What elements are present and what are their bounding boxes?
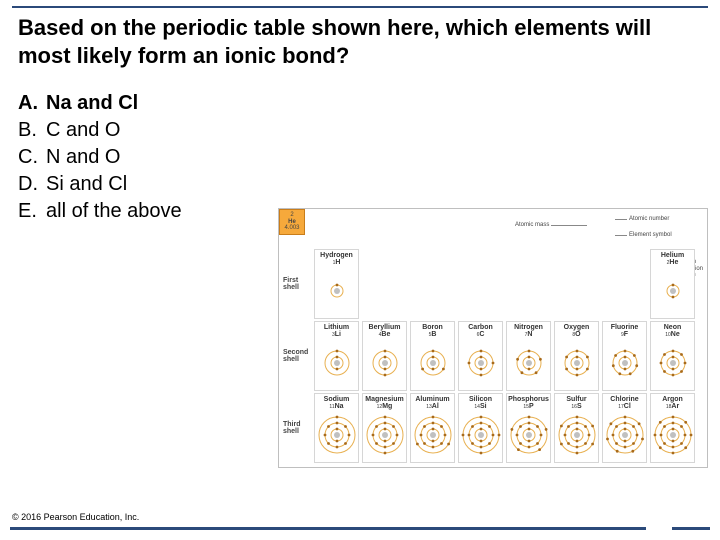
periodic-table-figure: 2 He 4.003 Atomic number Element symbol … [278,208,708,468]
copyright-text: © 2016 Pearson Education, Inc. [12,512,139,522]
element-name: Nitrogen7N [507,324,550,339]
electron-diagram-icon [411,341,454,385]
electron-diagram-icon [603,413,646,457]
element-cell-h: Hydrogen1H [314,249,359,319]
element-cell-n: Nitrogen7N [506,321,551,391]
electron-diagram-icon [651,269,694,313]
legend-label-number: Atomic number [629,216,669,222]
element-cell-li: Lithium3Li [314,321,359,391]
electron-diagram-icon [315,269,358,313]
answer-letter: E. [18,200,46,223]
element-name: Hydrogen1H [315,252,358,267]
legend-number: 2 [280,212,304,219]
bottom-rule [10,527,710,530]
element-name: Sulfur16S [555,396,598,411]
element-cell-he: Helium2He [650,249,695,319]
answer-text: Na and Cl [46,92,138,114]
answer-letter: D. [18,173,46,196]
element-cell-si: Silicon14Si [458,393,503,463]
element-cell-f: Fluorine9F [602,321,647,391]
element-name: Oxygen8O [555,324,598,339]
element-cell-al: Aluminum13Al [410,393,455,463]
electron-diagram-icon [363,413,406,457]
legend-line [551,225,587,226]
electron-diagram-icon [651,413,694,457]
answer-text: all of the above [46,200,182,222]
electron-diagram-icon [507,341,550,385]
electron-diagram-icon [507,413,550,457]
element-cell-o: Oxygen8O [554,321,599,391]
element-cell-c: Carbon6C [458,321,503,391]
element-name: Lithium3Li [315,324,358,339]
top-rule [12,6,708,8]
element-name: Argon18Ar [651,396,694,411]
legend-sample-cell: 2 He 4.003 [279,209,305,235]
electron-diagram-icon [555,413,598,457]
shell-label: Third shell [283,421,313,435]
legend-mass: 4.003 [280,225,304,232]
element-name: Sodium11Na [315,396,358,411]
answer-list: A.Na and Cl B.C and O C.N and O D.Si and… [18,92,182,227]
element-name: Neon10Ne [651,324,694,339]
electron-diagram-icon [315,341,358,385]
element-name: Fluorine9F [603,324,646,339]
legend-symbol: He [280,219,304,226]
electron-diagram-icon [411,413,454,457]
answer-text: Si and Cl [46,173,127,195]
shell-label: Second shell [283,349,313,363]
element-cell-s: Sulfur16S [554,393,599,463]
answer-letter: C. [18,146,46,169]
element-cell-mg: Magnesium12Mg [362,393,407,463]
electron-diagram-icon [555,341,598,385]
element-cell-cl: Chlorine17Cl [602,393,647,463]
element-name: Helium2He [651,252,694,267]
element-cell-ar: Argon18Ar [650,393,695,463]
element-cell-ne: Neon10Ne [650,321,695,391]
element-name: Beryllium4Be [363,324,406,339]
element-name: Boron5B [411,324,454,339]
electron-diagram-icon [459,341,502,385]
shell-label: First shell [283,277,313,291]
legend-label-mass: Atomic mass [515,222,549,228]
legend-label-symbol: Element symbol [629,232,672,238]
electron-diagram-icon [651,341,694,385]
element-cell-be: Beryllium4Be [362,321,407,391]
element-cell-na: Sodium11Na [314,393,359,463]
electron-diagram-icon [315,413,358,457]
answer-text: N and O [46,146,120,168]
element-name: Chlorine17Cl [603,396,646,411]
legend-line [615,219,627,220]
element-cell-p: Phosphorus15P [506,393,551,463]
element-name: Magnesium12Mg [363,396,406,411]
element-name: Phosphorus15P [507,396,550,411]
element-name: Silicon14Si [459,396,502,411]
electron-diagram-icon [363,341,406,385]
bottom-rule-gap [646,527,672,530]
legend-line [615,235,627,236]
answer-letter: B. [18,119,46,142]
answer-letter: A. [18,92,46,115]
electron-diagram-icon [603,341,646,385]
element-cell-b: Boron5B [410,321,455,391]
element-name: Carbon6C [459,324,502,339]
question-text: Based on the periodic table shown here, … [18,14,702,69]
answer-text: C and O [46,119,120,141]
electron-diagram-icon [459,413,502,457]
element-name: Aluminum13Al [411,396,454,411]
